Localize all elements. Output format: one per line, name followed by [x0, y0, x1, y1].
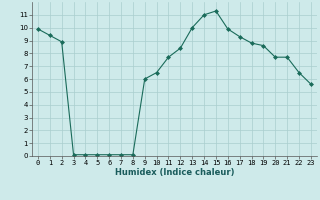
X-axis label: Humidex (Indice chaleur): Humidex (Indice chaleur) [115, 168, 234, 177]
